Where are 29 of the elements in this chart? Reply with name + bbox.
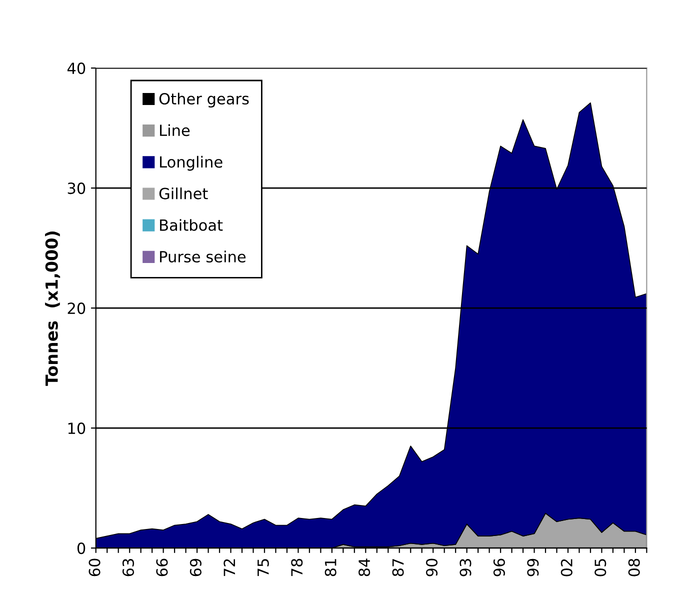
y-tick-label: 10: [68, 422, 86, 434]
x-tick-label: 05: [594, 559, 606, 576]
x-tick-label: 69: [190, 558, 202, 576]
x-tick-label: 08: [628, 558, 640, 576]
x-tick-label: 63: [122, 558, 134, 576]
x-tick-label: 72: [224, 559, 235, 576]
y-tick-label: 20: [68, 302, 86, 314]
y-tick-label: 30: [68, 182, 86, 194]
legend-label: Purse seine: [160, 250, 246, 263]
y-axis-title: Tonnes (x1,000): [45, 232, 60, 386]
legend-label: Line: [160, 124, 190, 136]
x-tick-label: 75: [258, 559, 269, 576]
x-tick-label: 60: [88, 558, 100, 576]
x-tick-label: 87: [392, 559, 404, 576]
x-tick-label: 90: [426, 558, 438, 576]
x-tick-label: 93: [460, 558, 472, 576]
x-tick-label: 99: [527, 558, 539, 576]
x-tick-label: 02: [560, 559, 572, 576]
x-tick-label: 96: [493, 558, 505, 576]
y-tick-label: 0: [77, 542, 86, 554]
legend-label: Baitboat: [160, 219, 223, 231]
legend-label: Longline: [160, 156, 222, 171]
legend-label: Other gears: [159, 92, 249, 108]
x-tick-label: 84: [358, 558, 370, 576]
y-tick-label: 40: [67, 62, 86, 74]
legend-label: Gillnet: [159, 187, 208, 200]
x-tick-label: 81: [324, 559, 336, 576]
x-tick-label: 78: [291, 558, 303, 576]
x-tick-label: 66: [156, 558, 168, 576]
